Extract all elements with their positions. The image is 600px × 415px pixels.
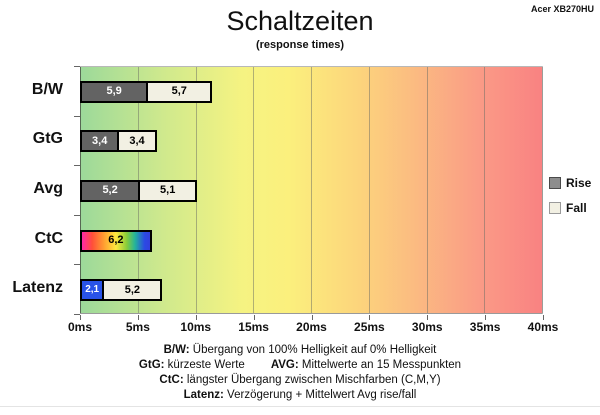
bar-segment-fall: 5,7 [146,80,213,103]
gridline [368,67,370,313]
x-axis-label: 10ms [180,320,212,334]
bar-segment-fall: 3,4 [117,130,157,153]
footnotes: B/W: Übergang von 100% Helligkeit auf 0%… [0,343,600,403]
bar-ctc: 6,2 [80,229,152,252]
bar-segment-fall: 5,2 [102,279,163,302]
x-axis-tick [80,315,81,320]
legend-item-rise: Rise [549,176,591,190]
bar-row: 2,1 5,2 [80,265,542,315]
gridline [253,67,255,313]
chart-title: Schaltzeiten [226,6,374,36]
bar-segment-rise: 5,2 [80,179,141,202]
bar-segment-rise: 3,4 [80,130,120,153]
bar-row: 5,9 5,7 [80,67,542,117]
x-axis-label: 25ms [354,320,385,334]
category-label: Latenz [12,279,63,297]
y-axis-tick [74,214,80,216]
footnote-text: längster Übergang zwischen Mischfarben (… [183,374,441,386]
footnote-text: Verzögerung + Mittelwert Avg rise/fall [223,389,417,401]
footnote-line: Latenz: Verzögerung + Mittelwert Avg ris… [0,388,600,403]
x-axis-labels: 0ms 5ms 10ms 15ms 20ms 25ms 30ms 35ms 40ms [68,320,558,336]
x-axis-tick [427,315,429,320]
y-axis-tick [74,264,80,266]
fall-swatch-icon [549,202,561,214]
y-axis-tick [74,165,80,167]
footnote-text: Übergang von 100% Helligkeit auf 0% Hell… [189,344,437,356]
footnote-term: B/W: [163,344,190,356]
x-axis-tick [543,315,544,320]
legend-label: Rise [566,176,592,190]
category-label: GtG [32,130,63,148]
x-axis-tick [253,315,255,320]
x-axis-label: 40ms [527,320,559,334]
bar-segment-fall: 5,1 [138,179,198,202]
x-axis-label: 20ms [296,320,327,334]
gridline [484,67,486,313]
y-axis-tick [74,314,80,315]
legend: Rise Fall [549,176,591,226]
footnote-term: AVG: [270,359,299,371]
legend-item-fall: Fall [549,201,591,215]
gridline [311,67,312,313]
bar-bw: 5,9 5,7 [80,80,213,103]
bar-row: 3,4 3,4 [80,117,542,167]
x-axis-label: 35ms [469,320,501,334]
footnote-line: GtG: kürzeste Werte AVG: Mittelwerte an 1… [0,358,600,373]
category-label: B/W [31,80,63,98]
footnote-term: Latenz: [183,389,224,401]
footnote-line: B/W: Übergang von 100% Helligkeit auf 0%… [0,343,600,358]
bar-row: 6,2 [80,216,542,266]
gridline [542,67,543,313]
y-axis-tick [74,66,80,67]
footnote-text: Mittelwerte an 15 Messpunkten [298,359,462,371]
bar-gtg: 3,4 3,4 [80,130,157,153]
x-axis-label: 5ms [125,320,150,334]
footnote-term: CtC: [159,374,184,386]
y-axis-tick [74,115,80,117]
x-axis-label: 0ms [67,320,93,334]
footnote-term: GtG: [138,359,165,371]
x-axis-label: 30ms [411,320,443,334]
bottom-divider [0,406,600,407]
x-axis-label: 15ms [238,320,269,334]
gridline [426,67,428,313]
legend-label: Fall [566,201,587,215]
x-axis-tick [137,315,139,320]
bar-row: 5,2 5,1 [80,166,542,216]
bar-avg: 5,2 5,1 [80,179,198,202]
rise-swatch-icon [549,177,561,189]
footnote-text: kürzeste Werte [164,359,245,371]
chart-subtitle: (response times) [255,39,345,51]
x-axis-tick [369,315,371,320]
device-label: Acer XB270HU [530,4,594,14]
category-label: CtC [34,229,63,247]
category-label: Avg [33,180,63,197]
footnote-line: CtC: längster Übergang zwischen Mischfar… [0,373,600,388]
bar-segment-rise: 5,9 [80,80,149,103]
x-axis-tick [311,315,313,320]
plot-area: 5,9 5,7 3,4 3,4 5,2 5,1 6,2 2,1 5,2 [80,66,543,314]
x-axis-tick [485,315,487,320]
bar-segment-rainbow: 6,2 [80,229,152,252]
bar-latenz: 2,1 5,2 [80,279,163,302]
x-axis-tick [195,315,197,320]
bar-segment-delay: 2,1 [80,279,105,302]
